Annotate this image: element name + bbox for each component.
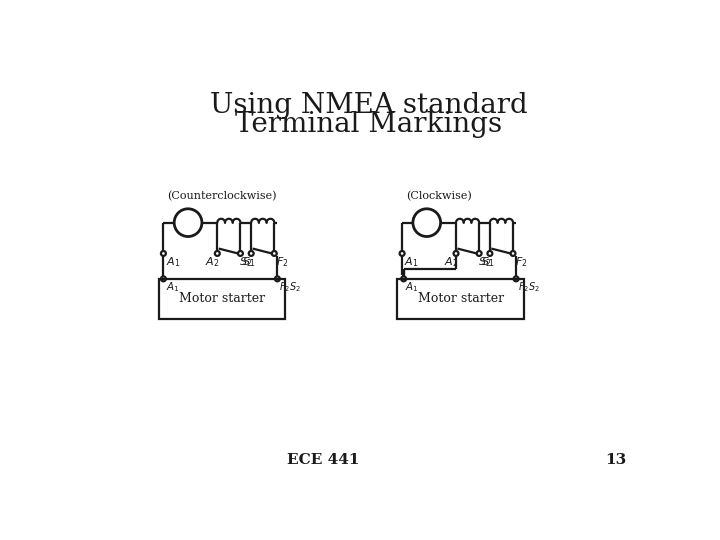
Text: $F_2$: $F_2$ — [515, 255, 527, 269]
Text: $S_1$: $S_1$ — [242, 255, 256, 269]
Bar — [159, 279, 285, 319]
Text: $A_1$: $A_1$ — [405, 280, 419, 294]
Text: (Counterclockwise): (Counterclockwise) — [167, 191, 276, 201]
Text: $A_1$: $A_1$ — [166, 255, 180, 269]
Text: (Clockwise): (Clockwise) — [406, 191, 472, 201]
Text: $A_2$: $A_2$ — [444, 255, 458, 269]
Bar — [397, 279, 523, 319]
Text: $F_2$: $F_2$ — [276, 255, 289, 269]
Text: $A_1$: $A_1$ — [405, 255, 419, 269]
Text: 13: 13 — [605, 453, 626, 467]
Text: $A_2$: $A_2$ — [205, 255, 220, 269]
Text: Motor starter: Motor starter — [179, 292, 265, 306]
Text: Using NMEA standard: Using NMEA standard — [210, 92, 528, 119]
Text: Motor starter: Motor starter — [418, 292, 504, 306]
Text: ECE 441: ECE 441 — [287, 453, 359, 467]
Text: $S_2$: $S_2$ — [239, 255, 252, 269]
Text: Terminal Markings: Terminal Markings — [235, 111, 503, 138]
Text: $F_2S_2$: $F_2S_2$ — [518, 280, 539, 294]
Text: $S_1$: $S_1$ — [481, 255, 494, 269]
Text: $A_1$: $A_1$ — [166, 280, 179, 294]
Text: $S_2$: $S_2$ — [477, 255, 491, 269]
Text: $F_2S_2$: $F_2S_2$ — [279, 280, 301, 294]
